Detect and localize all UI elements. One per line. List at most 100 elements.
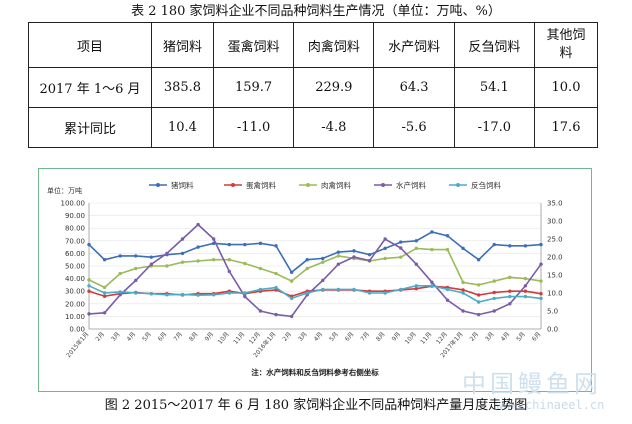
data-point: [196, 245, 200, 249]
table-cell: -4.8: [293, 107, 375, 148]
data-point: [383, 237, 387, 241]
data-point: [165, 264, 169, 268]
data-point: [87, 278, 91, 282]
legend-label: 肉禽饲料: [321, 180, 351, 190]
legend-marker: [306, 183, 310, 187]
data-point: [445, 298, 450, 302]
right-tick-label: 30.0: [547, 218, 563, 226]
data-point: [165, 293, 169, 297]
data-point: [508, 244, 512, 248]
chart-note: 注：水产饲料和反刍饲料参考右侧坐标: [251, 367, 379, 377]
header-cell: 反刍饲料: [453, 22, 536, 68]
table-row: 2017 年 1～6 月 385.8 159.7 229.9 64.3 54.1…: [28, 67, 598, 108]
watermark-url: www.chinaeel.cn: [496, 398, 605, 412]
data-point: [539, 296, 543, 301]
series-line: [88, 247, 542, 289]
data-point: [87, 242, 91, 247]
y-unit-label: 单位：万吨: [47, 186, 82, 195]
data-point: [149, 292, 154, 296]
table-cell: 54.1: [453, 67, 536, 108]
x-tick-label: 9月: [391, 331, 403, 343]
legend-marker: [231, 183, 235, 187]
data-point: [492, 296, 496, 301]
data-point: [445, 287, 450, 292]
data-point: [165, 251, 169, 256]
data-point: [227, 291, 231, 295]
data-point: [211, 293, 216, 297]
chart-frame: 单位：万吨 100.00 90.00 80.00 70.00 60.00 50.00 40.0…: [38, 168, 592, 392]
data-point: [476, 312, 481, 317]
data-point: [399, 255, 403, 259]
data-point: [461, 288, 465, 292]
data-point: [430, 230, 434, 234]
data-point: [539, 279, 543, 283]
table-row: 累计同比 10.4 -11.0 -4.8 -5.6 -17.0 17.6: [28, 107, 598, 148]
data-point: [274, 244, 278, 248]
x-tick-label: 11月: [232, 331, 246, 346]
header-cell: 项目: [28, 22, 152, 68]
data-point: [258, 287, 263, 292]
data-point: [134, 254, 138, 258]
data-point: [352, 255, 356, 259]
left-tick-label: 100.00: [61, 200, 86, 208]
data-point: [227, 242, 231, 247]
data-point: [102, 285, 107, 290]
data-point: [118, 293, 122, 297]
left-tick-label: 40.00: [65, 275, 85, 283]
data-point: [149, 262, 154, 266]
data-point: [367, 291, 372, 295]
data-point: [461, 280, 465, 285]
data-point: [476, 258, 481, 262]
data-point: [274, 285, 278, 290]
right-tick-label: 25.0: [547, 236, 563, 244]
left-tick-label: 10.00: [65, 313, 85, 321]
data-point: [508, 289, 512, 293]
data-point: [305, 258, 309, 262]
legend-label: 水产饲料: [396, 180, 426, 190]
data-point: [289, 270, 294, 274]
legend-label: 猪饲料: [171, 180, 194, 190]
data-point: [180, 251, 185, 256]
x-tick-label: 4月: [313, 331, 325, 343]
data-point: [461, 309, 465, 313]
left-tick-label: 20.00: [65, 300, 85, 308]
x-tick-label: 3月: [110, 331, 122, 343]
legend-marker: [381, 183, 385, 187]
data-point: [102, 294, 107, 298]
left-tick-label: 0.00: [69, 326, 85, 334]
x-tick-label: 4月: [126, 331, 138, 343]
data-point: [523, 276, 528, 281]
data-point: [134, 291, 138, 295]
data-point: [274, 271, 278, 276]
x-tick-label: 12月: [248, 331, 262, 346]
right-tick-label: 0.0: [547, 326, 558, 334]
header-cell: 猪饲料: [151, 22, 214, 68]
data-point: [196, 222, 200, 227]
data-point: [118, 254, 122, 258]
data-point: [87, 289, 91, 293]
data-point: [336, 287, 341, 292]
data-point: [367, 258, 372, 263]
data-point: [227, 258, 231, 262]
data-point: [196, 259, 200, 263]
data-point: [211, 258, 216, 262]
data-point: [289, 314, 294, 319]
x-tick-label: 5月: [515, 331, 527, 343]
table-cell: 2017 年 1～6 月: [28, 67, 152, 108]
data-point: [399, 287, 403, 292]
data-point: [258, 241, 263, 246]
table-cell: 159.7: [212, 67, 295, 108]
x-tick-label: 6月: [157, 331, 169, 343]
data-point: [492, 279, 496, 283]
x-tick-label: 7月: [359, 331, 371, 343]
data-point: [336, 254, 341, 258]
watermark-text: 中国鳗鱼网: [462, 370, 602, 398]
header-cell: 其他饲料: [534, 22, 598, 68]
table-cell: 10.0: [534, 67, 598, 108]
series-line: [88, 285, 542, 303]
data-point: [539, 262, 543, 266]
data-point: [414, 284, 419, 288]
data-point: [352, 249, 356, 253]
left-tick-label: 90.00: [65, 212, 85, 220]
data-point: [243, 294, 247, 299]
